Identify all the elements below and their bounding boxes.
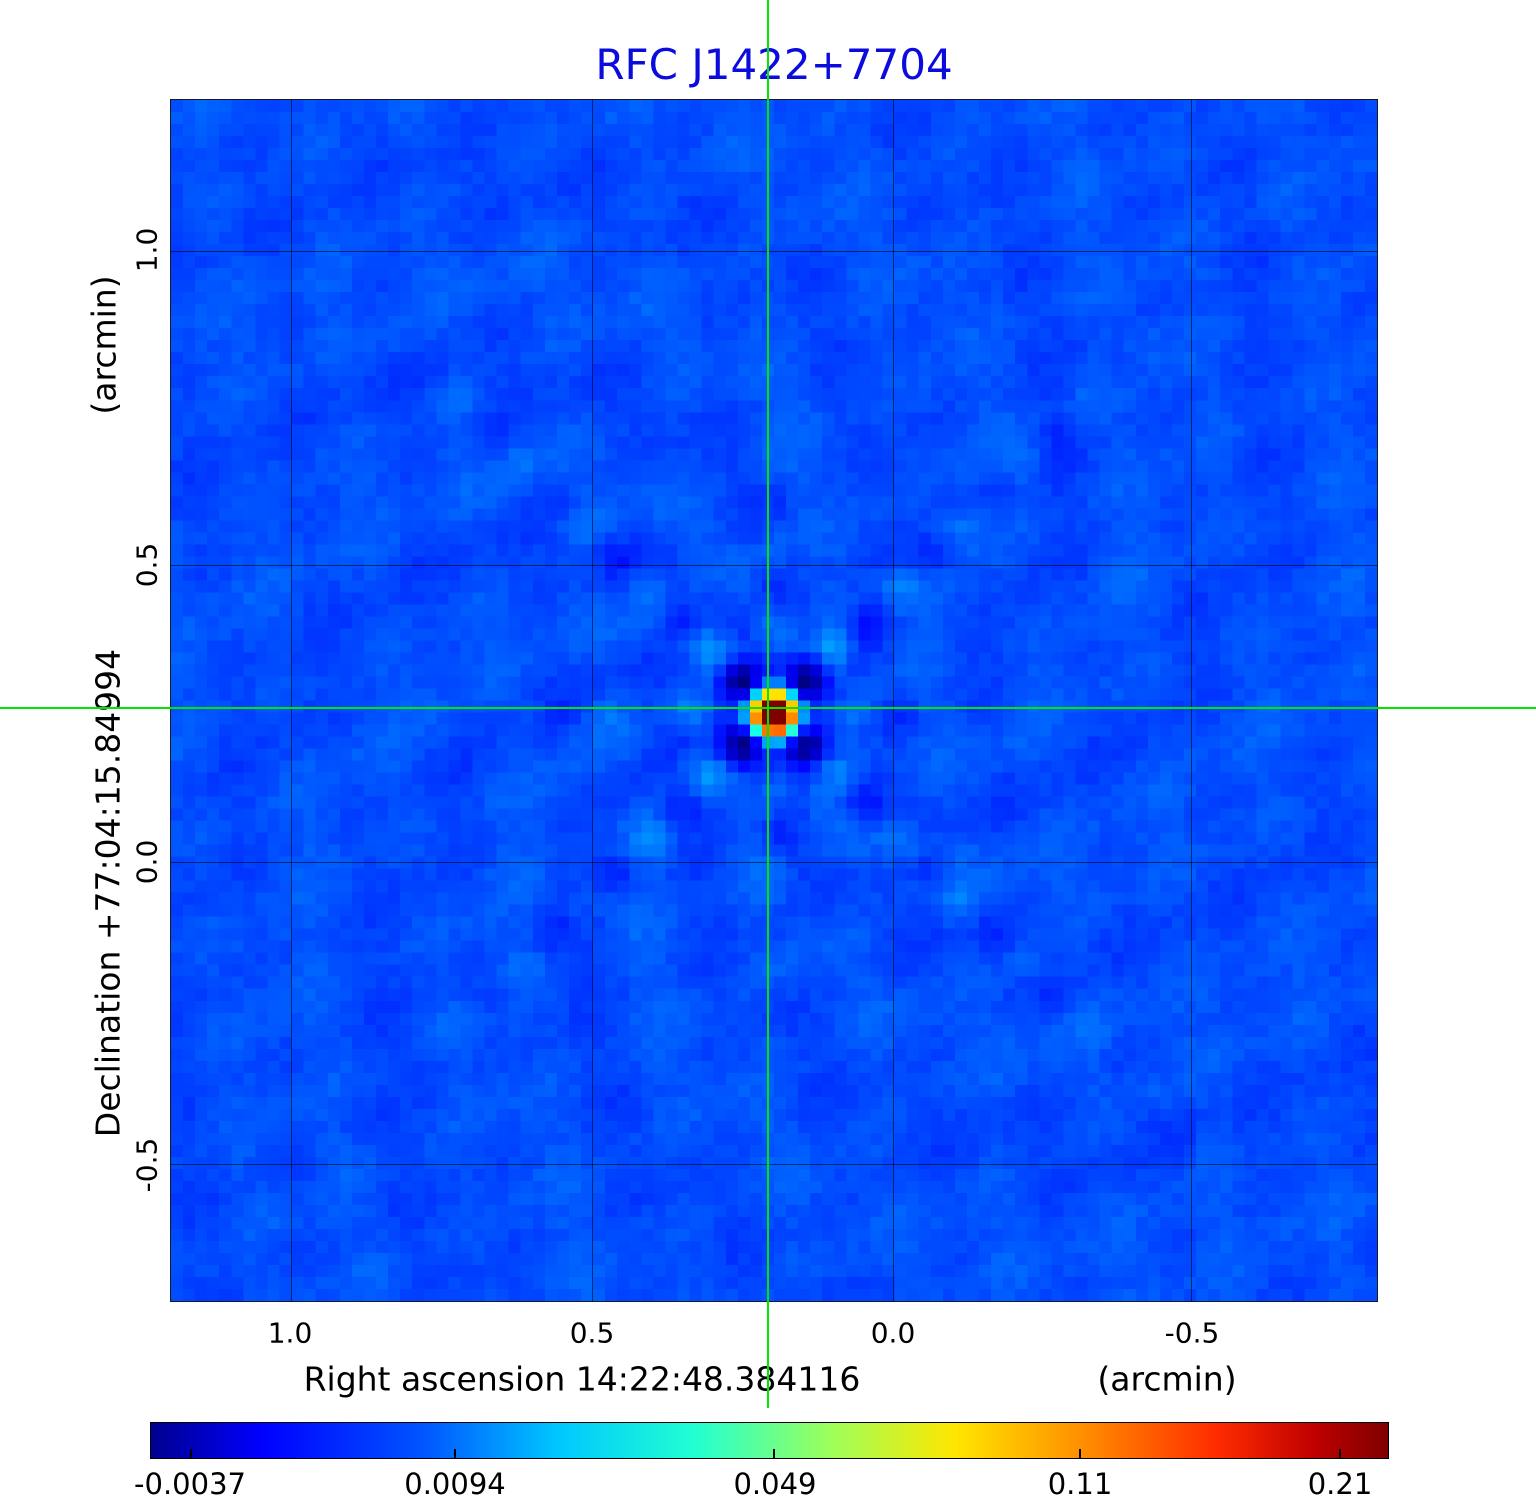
x-tick-label-1: 1.0	[267, 1316, 313, 1350]
radio-map	[170, 99, 1378, 1302]
grid-line-horizontal	[171, 250, 1377, 252]
colorbar-tick-5	[1338, 1449, 1341, 1458]
grid-line-vertical	[592, 100, 594, 1301]
colorbar-tick-4	[1078, 1449, 1081, 1458]
grid-line-vertical	[290, 100, 292, 1301]
x-tick-label-4: -0.5	[1164, 1316, 1220, 1350]
source-title: RFC J1422+7704	[595, 40, 953, 89]
x-axis-label: Right ascension 14:22:48.384116	[303, 1359, 861, 1399]
colorbar-label-3: 0.049	[733, 1467, 817, 1501]
y-tick-label-1: 1.0	[130, 227, 164, 273]
colorbar-label-4: 0.11	[1047, 1467, 1113, 1501]
x-axis-unit: (arcmin)	[1097, 1359, 1237, 1399]
y-tick-label-3: 0.0	[130, 839, 164, 885]
y-tick-label-2: 0.5	[130, 542, 164, 588]
grid-line-vertical	[1191, 100, 1193, 1301]
grid-line-horizontal	[171, 1164, 1377, 1166]
y-axis-label: Declination +77:04:15.84994	[88, 648, 128, 1138]
radio-map-canvas	[171, 100, 1377, 1301]
y-axis-unit: (arcmin)	[84, 275, 124, 415]
grid-line-horizontal	[171, 565, 1377, 567]
colorbar	[150, 1422, 1389, 1459]
x-tick-label-2: 0.5	[569, 1316, 615, 1350]
grid-line-vertical	[892, 100, 894, 1301]
colorbar-tick-2	[454, 1449, 457, 1458]
colorbar-label-2: 0.0094	[404, 1467, 506, 1501]
grid-line-horizontal	[171, 861, 1377, 863]
crosshair-vertical-line	[767, 0, 769, 1408]
colorbar-label-5: 0.21	[1307, 1467, 1373, 1501]
y-tick-label-4: -0.5	[130, 1137, 164, 1193]
colorbar-tick-1	[189, 1449, 192, 1458]
x-tick-label-3: 0.0	[870, 1316, 916, 1350]
colorbar-tick-3	[773, 1449, 776, 1458]
crosshair-horizontal-line	[0, 707, 1536, 709]
colorbar-label-1: -0.0037	[134, 1467, 246, 1501]
